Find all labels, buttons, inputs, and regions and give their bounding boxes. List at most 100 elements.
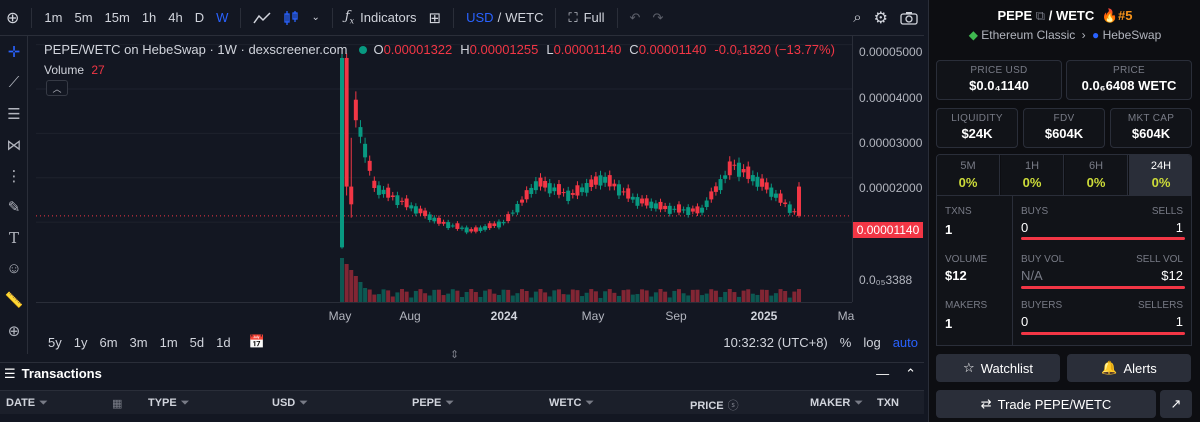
candle-body <box>400 200 405 202</box>
interval-5m[interactable]: 5m <box>74 10 93 25</box>
candle-body <box>533 181 538 191</box>
candle-body <box>787 204 792 213</box>
volume-bar <box>589 289 594 302</box>
col-maker[interactable]: MAKER ⏷ <box>810 397 864 409</box>
undo-icon[interactable]: ↶ <box>629 9 641 25</box>
fullscreen-button[interactable]: ⛶ Full <box>562 0 610 36</box>
watchlist-button[interactable]: ☆ Watchlist <box>936 354 1060 382</box>
volume-bar <box>418 289 423 302</box>
candle-body <box>492 223 497 226</box>
layout-grid-icon[interactable]: ⊞ <box>428 9 442 27</box>
range-1d[interactable]: 1d <box>216 334 231 350</box>
interval-4h[interactable]: 4h <box>168 10 183 25</box>
log-toggle[interactable]: log <box>863 334 881 350</box>
time-tick: May <box>328 309 352 323</box>
indicators-button[interactable]: ƒx Indicators <box>339 0 423 36</box>
quick-search-icon[interactable]: ⌕ <box>853 9 862 26</box>
chevron-down-icon[interactable]: ⌄ <box>311 12 320 23</box>
interval-1h[interactable]: 1h <box>141 10 157 25</box>
volume-bar <box>547 296 552 302</box>
txns-label: TXNS <box>945 206 972 217</box>
alerts-button[interactable]: 🔔 Alerts <box>1067 354 1191 382</box>
camera-icon[interactable] <box>894 0 924 36</box>
volume-bar <box>755 294 760 302</box>
candle-body <box>603 176 608 183</box>
candle-body <box>566 190 571 201</box>
line-chart-icon[interactable] <box>247 0 277 36</box>
range-3m[interactable]: 3m <box>129 334 148 350</box>
tab-5m[interactable]: 5M 0% <box>937 155 1000 195</box>
calendar-icon[interactable]: ▦ <box>112 398 123 410</box>
col-usd[interactable]: USD ⏷ <box>272 397 309 409</box>
auto-toggle[interactable]: auto <box>892 334 918 350</box>
sell-vol-label: SELL VOL <box>1136 254 1183 265</box>
tab-1h[interactable]: 1H 0% <box>1001 155 1064 195</box>
col-pepe[interactable]: PEPE ⏷ <box>412 397 455 409</box>
col-txn[interactable]: TXN <box>877 397 899 409</box>
candle-body <box>552 187 557 192</box>
tab-6h[interactable]: 6H 0% <box>1065 155 1128 195</box>
zoom-in-icon[interactable]: ⊕ <box>7 322 21 340</box>
volume-bar <box>520 289 525 302</box>
current-price-tag: 0.00001140 <box>853 222 923 238</box>
clock-display[interactable]: 10:32:32 (UTC+8) <box>723 334 828 350</box>
interval-w[interactable]: W <box>216 10 229 25</box>
fib-retracement-icon[interactable]: ☰ <box>7 105 21 123</box>
liquidity-box: LIQUIDITY $24K <box>936 108 1018 148</box>
candle-body <box>390 195 395 198</box>
list-icon: ☰ <box>4 365 16 381</box>
col-wetc[interactable]: WETC ⏷ <box>549 397 595 409</box>
time-axis[interactable]: May Aug 2024 May Sep 2025 Ma <box>36 302 854 326</box>
percent-toggle[interactable]: % <box>839 334 852 350</box>
range-5y[interactable]: 5y <box>48 334 62 350</box>
status-dot <box>359 45 368 54</box>
trend-line-icon[interactable]: ⟋ <box>8 74 20 91</box>
date-range-icon[interactable]: 📅 <box>248 334 265 349</box>
candle-body <box>741 169 746 173</box>
range-1m[interactable]: 1m <box>159 334 178 350</box>
candles-chart-icon[interactable] <box>277 0 305 36</box>
external-link-button[interactable]: ↗ <box>1160 390 1192 418</box>
add-symbol-icon[interactable]: ⊕ <box>6 9 20 27</box>
candle-body <box>736 162 741 177</box>
col-type[interactable]: TYPE ⏷ <box>148 397 190 409</box>
volume-bar <box>386 290 391 302</box>
text-tool-icon[interactable]: T <box>8 228 19 247</box>
chart-grid <box>36 44 852 223</box>
collapse-up-icon[interactable]: ⌃ <box>905 365 916 381</box>
minimize-icon[interactable]: — <box>876 366 890 381</box>
copy-icon[interactable]: ⧉ <box>1035 8 1046 23</box>
chain-name[interactable]: Ethereum Classic <box>981 28 1076 42</box>
volume-bar <box>695 289 700 302</box>
resize-handle-icon[interactable]: ⇕ <box>450 349 460 361</box>
range-1y[interactable]: 1y <box>73 334 88 350</box>
settings-gear-icon[interactable]: ⚙ <box>873 9 888 27</box>
range-5d[interactable]: 5d <box>189 334 205 350</box>
pattern-icon[interactable]: ⋈ <box>6 136 22 154</box>
redo-icon[interactable]: ↷ <box>652 9 664 25</box>
ruler-icon[interactable]: 📏 <box>4 291 24 309</box>
candle-body <box>621 191 626 193</box>
buy-sell-vol-bar <box>1021 286 1185 289</box>
pair-toggle[interactable]: USD / WETC <box>460 0 549 36</box>
price-axis[interactable]: 0.00005000 0.00004000 0.00003000 0.00002… <box>852 36 924 302</box>
volume-bar <box>506 289 511 302</box>
crosshair-icon[interactable]: ✛ <box>7 43 21 61</box>
col-date[interactable]: DATE ⏷ <box>6 397 48 409</box>
dex-name[interactable]: HebeSwap <box>1102 28 1162 42</box>
volume-bar <box>723 291 728 302</box>
interval-1m[interactable]: 1m <box>44 10 63 25</box>
range-6m[interactable]: 6m <box>99 334 118 350</box>
interval-d[interactable]: D <box>194 10 205 25</box>
toolbar-divider <box>555 7 557 28</box>
projection-icon[interactable]: ⋮ <box>6 167 22 185</box>
tab-24h[interactable]: 24H 0% <box>1129 155 1191 195</box>
price-chart[interactable] <box>36 36 852 302</box>
brush-icon[interactable]: ✎ <box>7 198 21 216</box>
interval-15m[interactable]: 15m <box>104 10 130 25</box>
trade-button[interactable]: ⇄ Trade PEPE/WETC <box>936 390 1156 418</box>
col-price[interactable]: PRICE ⓢ <box>690 400 739 412</box>
emoji-icon[interactable]: ☺ <box>6 260 22 277</box>
collapse-legend-button[interactable]: ︿ <box>46 80 68 96</box>
